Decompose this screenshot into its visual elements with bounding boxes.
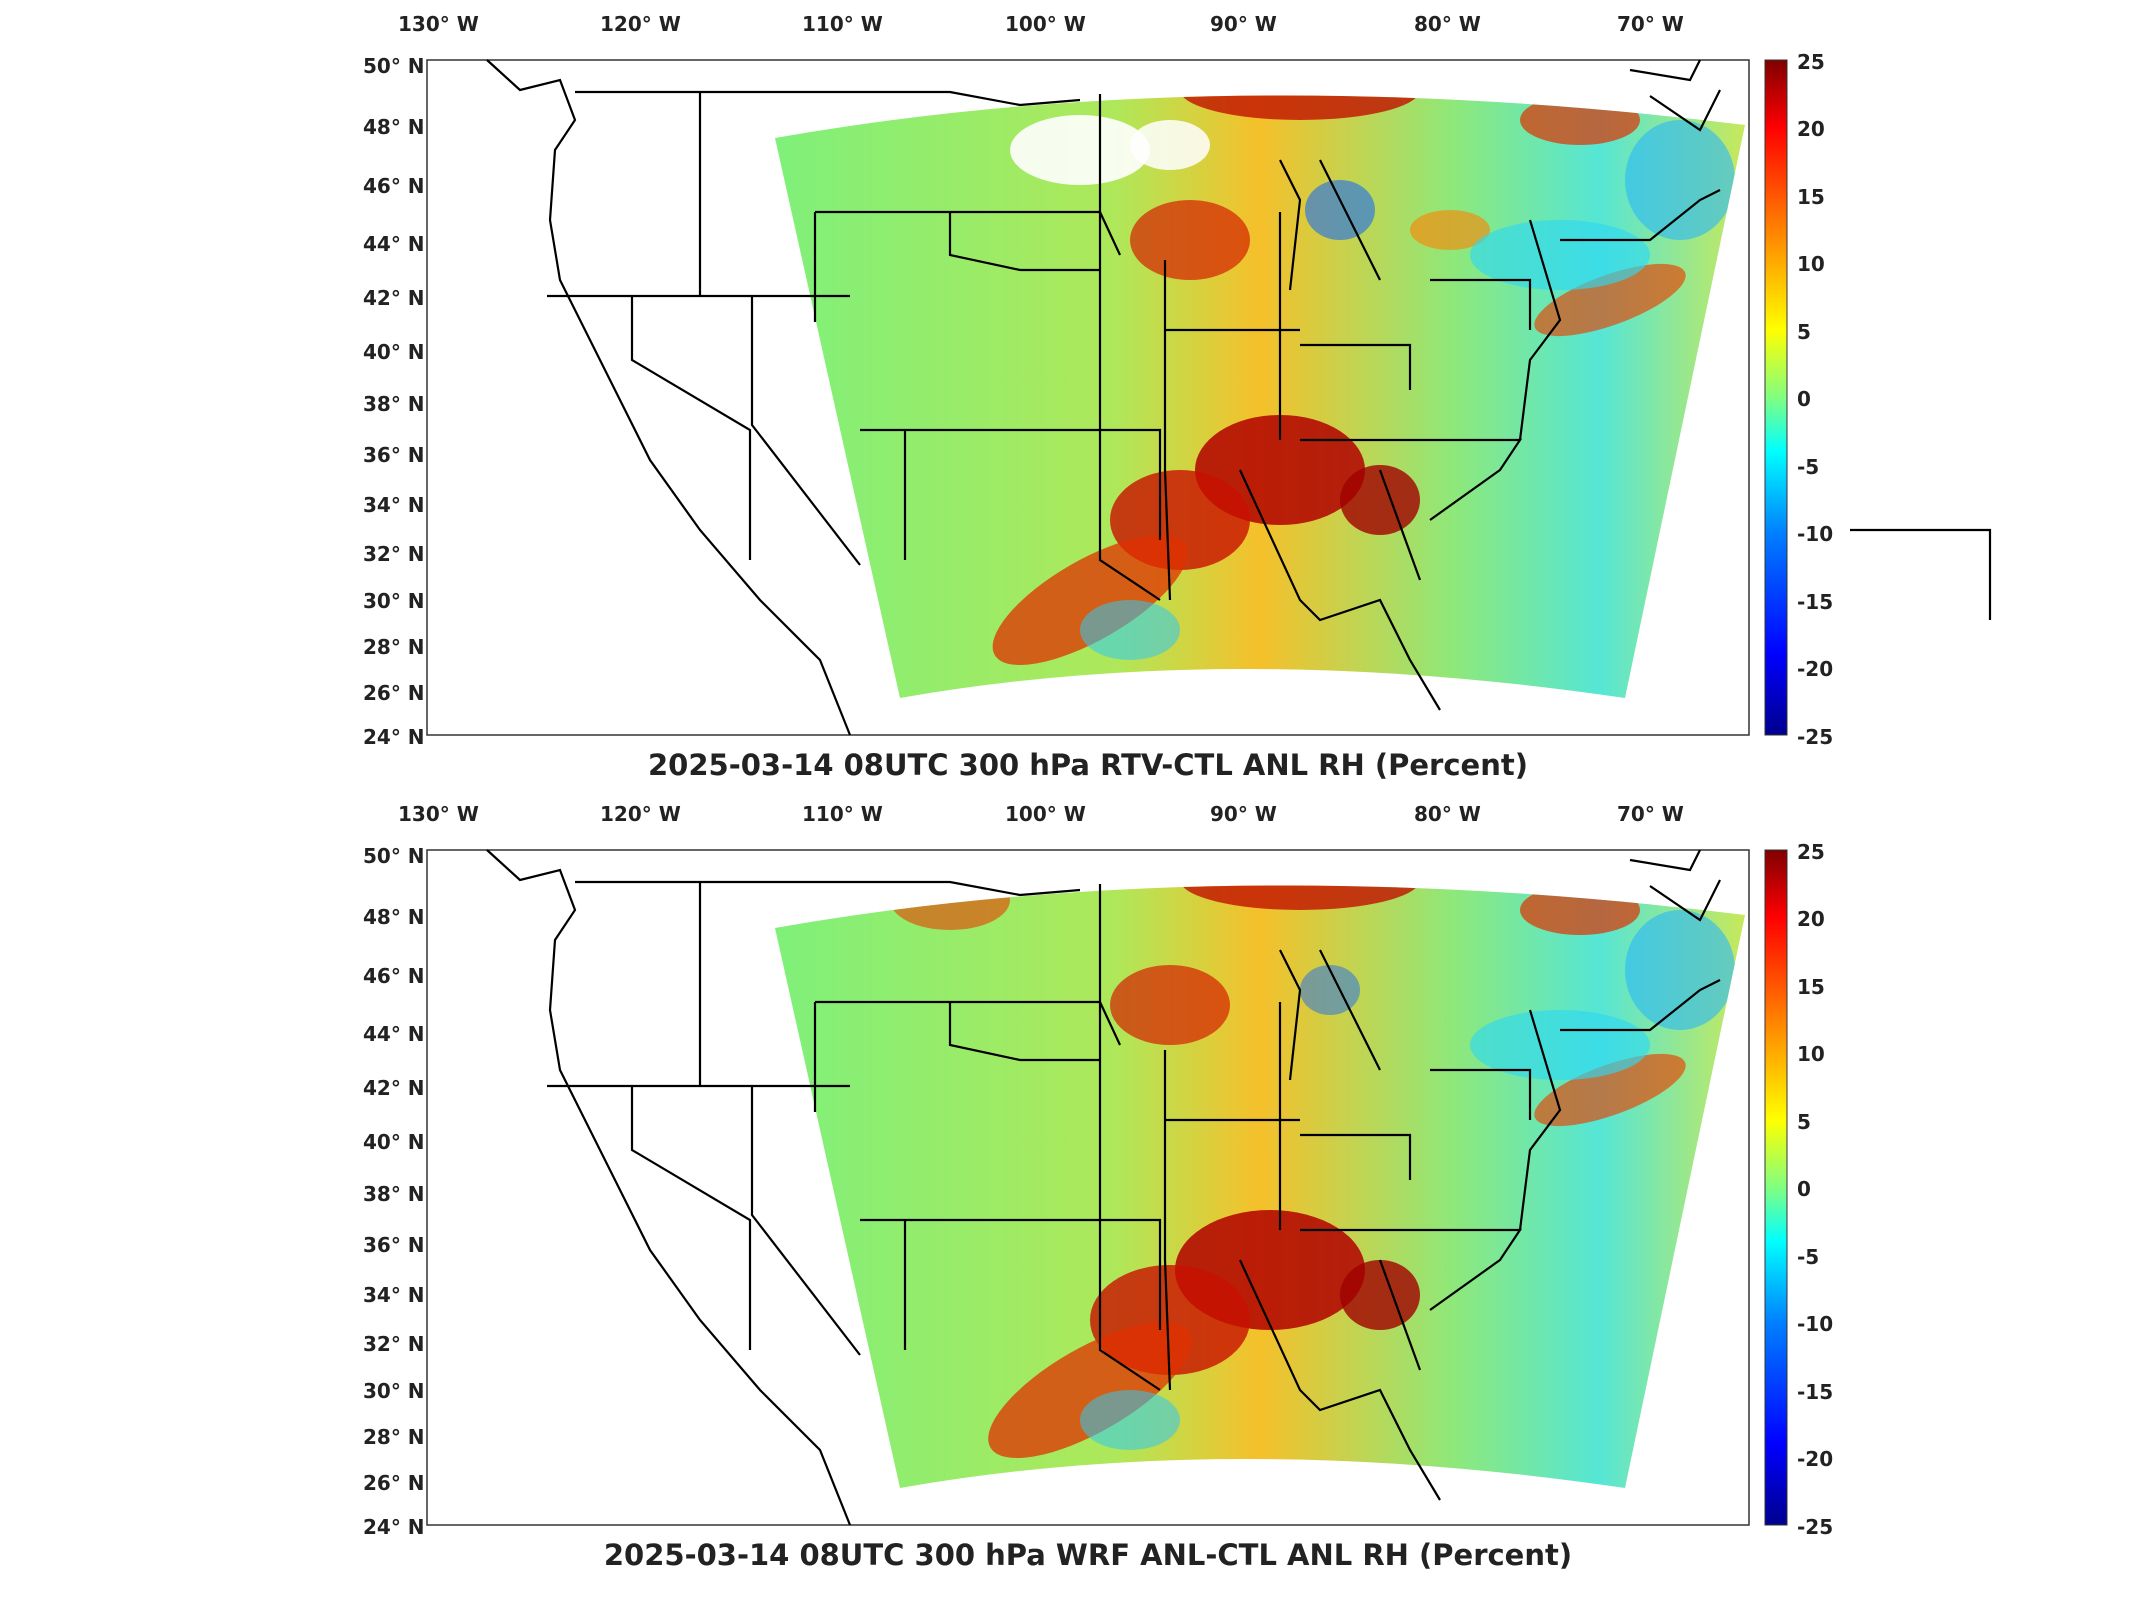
colorbar: [1764, 59, 1788, 736]
lat-label: 46° N: [363, 174, 425, 198]
map-panel-rtv-ctl: 130° W 120° W 110° W 100° W 90° W 80° W …: [363, 12, 1992, 782]
colorbar-tick-label: -25: [1797, 725, 1834, 749]
coastline-and-borders: [486, 849, 1721, 1526]
colorbar-tick-label: -5: [1797, 455, 1820, 479]
lat-label: 50° N: [363, 844, 425, 868]
lat-label: 34° N: [363, 493, 425, 517]
colorbar-tick-label: 20: [1797, 907, 1825, 931]
lat-label: 44° N: [363, 1022, 425, 1046]
panel-title: 2025-03-14 08UTC 300 hPa RTV-CTL ANL RH …: [648, 748, 1528, 782]
lat-label: 34° N: [363, 1283, 425, 1307]
colorbar-tick-label: 0: [1797, 387, 1811, 411]
lat-label: 24° N: [363, 1515, 425, 1539]
lat-label: 26° N: [363, 1471, 425, 1495]
lat-label: 48° N: [363, 115, 425, 139]
lon-label: 100° W: [1005, 802, 1086, 826]
colorbar-tick-label: -20: [1797, 657, 1834, 681]
colorbar-tick-label: 15: [1797, 185, 1825, 209]
colorbar-tick-label: -20: [1797, 1447, 1834, 1471]
lat-label: 38° N: [363, 1182, 425, 1206]
colorbar-tick-label: 20: [1797, 117, 1825, 141]
colorbar-tick-label: 10: [1797, 252, 1825, 276]
rh-anomaly-blobs: [992, 95, 1735, 665]
lon-label: 110° W: [802, 802, 883, 826]
lat-label: 32° N: [363, 1332, 425, 1356]
lat-label: 32° N: [363, 542, 425, 566]
map-svg: [426, 849, 1788, 1526]
rh-difference-field: [775, 885, 1745, 1488]
lat-label: 28° N: [363, 635, 425, 659]
lat-label: 42° N: [363, 1076, 425, 1100]
lon-label: 80° W: [1414, 12, 1481, 36]
rh-difference-field: [775, 95, 1745, 699]
panel-title: 2025-03-14 08UTC 300 hPa WRF ANL-CTL ANL…: [603, 1538, 1573, 1572]
colorbar-tick-label: 25: [1797, 840, 1825, 864]
colorbar-tick-label: 0: [1797, 1177, 1811, 1201]
coastline-and-borders: [486, 59, 1992, 736]
lat-label: 30° N: [363, 1379, 425, 1403]
colorbar-tick-label: 15: [1797, 975, 1825, 999]
map-svg: [426, 59, 1992, 736]
lon-label: 100° W: [1005, 12, 1086, 36]
lat-label: 36° N: [363, 443, 425, 467]
lon-label: 70° W: [1617, 802, 1684, 826]
lat-label: 28° N: [363, 1425, 425, 1449]
lon-label: 120° W: [600, 12, 681, 36]
colorbar: [1764, 849, 1788, 1526]
lat-label: 26° N: [363, 681, 425, 705]
lat-label: 50° N: [363, 54, 425, 78]
lon-label: 90° W: [1210, 12, 1277, 36]
lat-label: 40° N: [363, 1130, 425, 1154]
colorbar-tick-label: -10: [1797, 1312, 1834, 1336]
lon-label: 130° W: [398, 802, 479, 826]
lat-label: 24° N: [363, 725, 425, 749]
colorbar-tick-label: 5: [1797, 320, 1811, 344]
map-panel-wrf-anl-ctl: 130° W 120° W 110° W 100° W 90° W 80° W …: [0, 790, 2133, 1590]
colorbar-tick-label: -25: [1797, 1515, 1834, 1539]
colorbar-tick-label: 5: [1797, 1110, 1811, 1134]
lat-label: 42° N: [363, 286, 425, 310]
lat-label: 30° N: [363, 589, 425, 613]
colorbar-tick-label: -15: [1797, 590, 1834, 614]
rh-anomaly-blobs: [890, 885, 1735, 1459]
lat-label: 46° N: [363, 964, 425, 988]
lat-label: 48° N: [363, 905, 425, 929]
colorbar-tick-label: -5: [1797, 1245, 1820, 1269]
lon-label: 130° W: [398, 12, 479, 36]
lon-label: 110° W: [802, 12, 883, 36]
colorbar-tick-label: -15: [1797, 1380, 1834, 1404]
lon-label: 90° W: [1210, 802, 1277, 826]
colorbar-tick-label: 25: [1797, 50, 1825, 74]
lon-label: 120° W: [600, 802, 681, 826]
colorbar-tick-label: -10: [1797, 522, 1834, 546]
lon-label: 80° W: [1414, 802, 1481, 826]
colorbar-tick-label: 10: [1797, 1042, 1825, 1066]
lat-label: 36° N: [363, 1233, 425, 1257]
lat-label: 40° N: [363, 340, 425, 364]
lat-label: 38° N: [363, 392, 425, 416]
lat-label: 44° N: [363, 232, 425, 256]
lon-label: 70° W: [1617, 12, 1684, 36]
